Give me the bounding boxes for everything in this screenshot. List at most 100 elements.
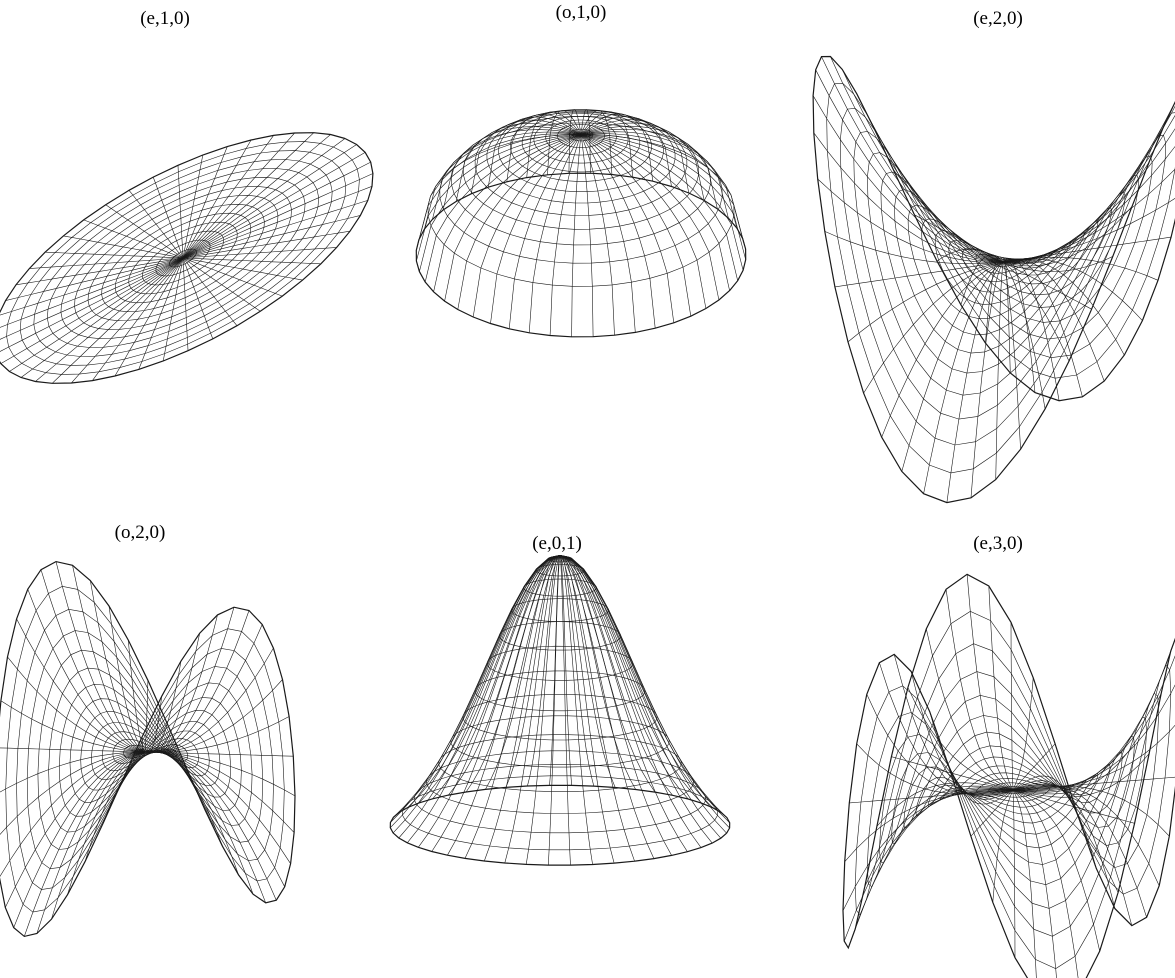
wire-radial xyxy=(144,624,263,753)
wire-radial xyxy=(559,555,730,824)
wire-radial xyxy=(559,555,571,866)
wire-radial xyxy=(1012,785,1160,886)
wire-radial xyxy=(995,261,1004,480)
wire-radial xyxy=(863,261,1004,394)
wire-radial xyxy=(424,134,582,283)
wire-radial xyxy=(879,662,1014,796)
wire-radial xyxy=(144,696,162,755)
wire-radial xyxy=(103,751,146,823)
wire-radial xyxy=(1012,776,1175,791)
wire-radial xyxy=(505,555,561,788)
wire-radial xyxy=(1012,780,1097,869)
wire-radial xyxy=(108,605,146,753)
wire-radial xyxy=(528,134,582,333)
wire-radial xyxy=(946,261,1004,503)
wire-ring xyxy=(867,152,1139,396)
wire-radial xyxy=(419,134,582,272)
wire-radial xyxy=(13,751,146,928)
wire-radial xyxy=(0,700,146,753)
wire-ring xyxy=(427,134,735,287)
wire-radial xyxy=(1002,161,1150,265)
wire-radial xyxy=(464,555,561,859)
wire-radial xyxy=(182,173,374,259)
wire-radial xyxy=(398,555,561,813)
wire-radial xyxy=(923,261,1004,494)
wire-radial xyxy=(5,751,146,908)
wire-ring xyxy=(535,564,585,577)
wire-radial xyxy=(433,134,582,292)
wire-radial xyxy=(813,132,1004,263)
wire-radial xyxy=(548,555,561,866)
wire-radial xyxy=(960,254,1004,305)
wire-radial xyxy=(177,165,184,259)
wire-radial xyxy=(527,555,561,787)
panel-title-e20: (e,2,0) xyxy=(973,8,1023,29)
wire-radial xyxy=(182,215,361,259)
wire-radial xyxy=(182,257,189,351)
wire-radial xyxy=(834,261,1004,288)
wire-radial xyxy=(580,111,634,178)
wire-radial xyxy=(7,656,146,753)
wire-radial xyxy=(416,134,582,262)
wire-radial xyxy=(432,129,582,220)
wire-radial xyxy=(71,257,184,384)
wire-radial xyxy=(580,113,654,182)
wire-radial xyxy=(1002,261,1070,362)
wire-radial xyxy=(182,144,357,259)
wire-radial xyxy=(144,716,290,753)
wire-radial xyxy=(1002,256,1113,272)
panel-title-e10: (e,1,0) xyxy=(140,8,190,29)
surface-single-peak xyxy=(389,555,731,866)
wire-radial xyxy=(182,257,303,281)
wire-radial xyxy=(1012,789,1119,893)
wire-radial xyxy=(144,679,283,753)
wire-radial xyxy=(580,134,730,291)
wire-radial xyxy=(392,555,561,834)
surface-v-saddle xyxy=(812,55,1175,504)
wire-ring xyxy=(523,578,597,597)
wire-radial xyxy=(472,134,582,318)
wire-radial xyxy=(580,133,743,239)
wire-radial xyxy=(1012,775,1077,811)
wire-radial xyxy=(559,555,688,852)
wire-radial xyxy=(490,134,582,324)
wire-radial xyxy=(144,647,274,753)
wire-radial xyxy=(0,257,184,340)
wire-radial xyxy=(559,555,655,859)
wire-ring xyxy=(545,119,617,156)
wire-radial xyxy=(1012,783,1133,926)
wire-radial xyxy=(1012,784,1147,918)
wire-radial xyxy=(1002,261,1021,450)
wire-radial xyxy=(29,257,184,269)
wire-radial xyxy=(20,257,184,378)
wire-radial xyxy=(35,257,184,382)
wire-radial xyxy=(182,257,283,297)
wire-radial xyxy=(431,555,561,852)
wire-radial xyxy=(864,785,1014,887)
wire-radial xyxy=(182,230,351,259)
wire-radial xyxy=(138,257,184,370)
wire-radial xyxy=(1010,622,1014,791)
wire-radial xyxy=(407,555,561,808)
wire-radial xyxy=(63,235,184,259)
wire-radial xyxy=(907,687,1014,791)
wire-radial xyxy=(881,261,1004,438)
wire-radial xyxy=(418,133,582,240)
wire-radial xyxy=(848,788,1014,949)
wire-radial xyxy=(841,69,1004,263)
wire-radial xyxy=(122,751,146,781)
wire-ring xyxy=(415,172,747,338)
wire-radial xyxy=(824,231,1004,265)
wire-radial xyxy=(1002,115,1175,263)
wire-radial xyxy=(988,585,1014,791)
wire-radial xyxy=(1012,693,1162,795)
wire-radial xyxy=(559,555,593,865)
wire-radial xyxy=(182,139,252,259)
wire-radial xyxy=(1002,257,1011,374)
wire-radial xyxy=(51,257,184,384)
wire-radial xyxy=(914,214,1004,263)
wire-radial xyxy=(945,589,1014,791)
wire-radial xyxy=(559,555,636,790)
surface-monkey-saddle xyxy=(842,573,1175,978)
